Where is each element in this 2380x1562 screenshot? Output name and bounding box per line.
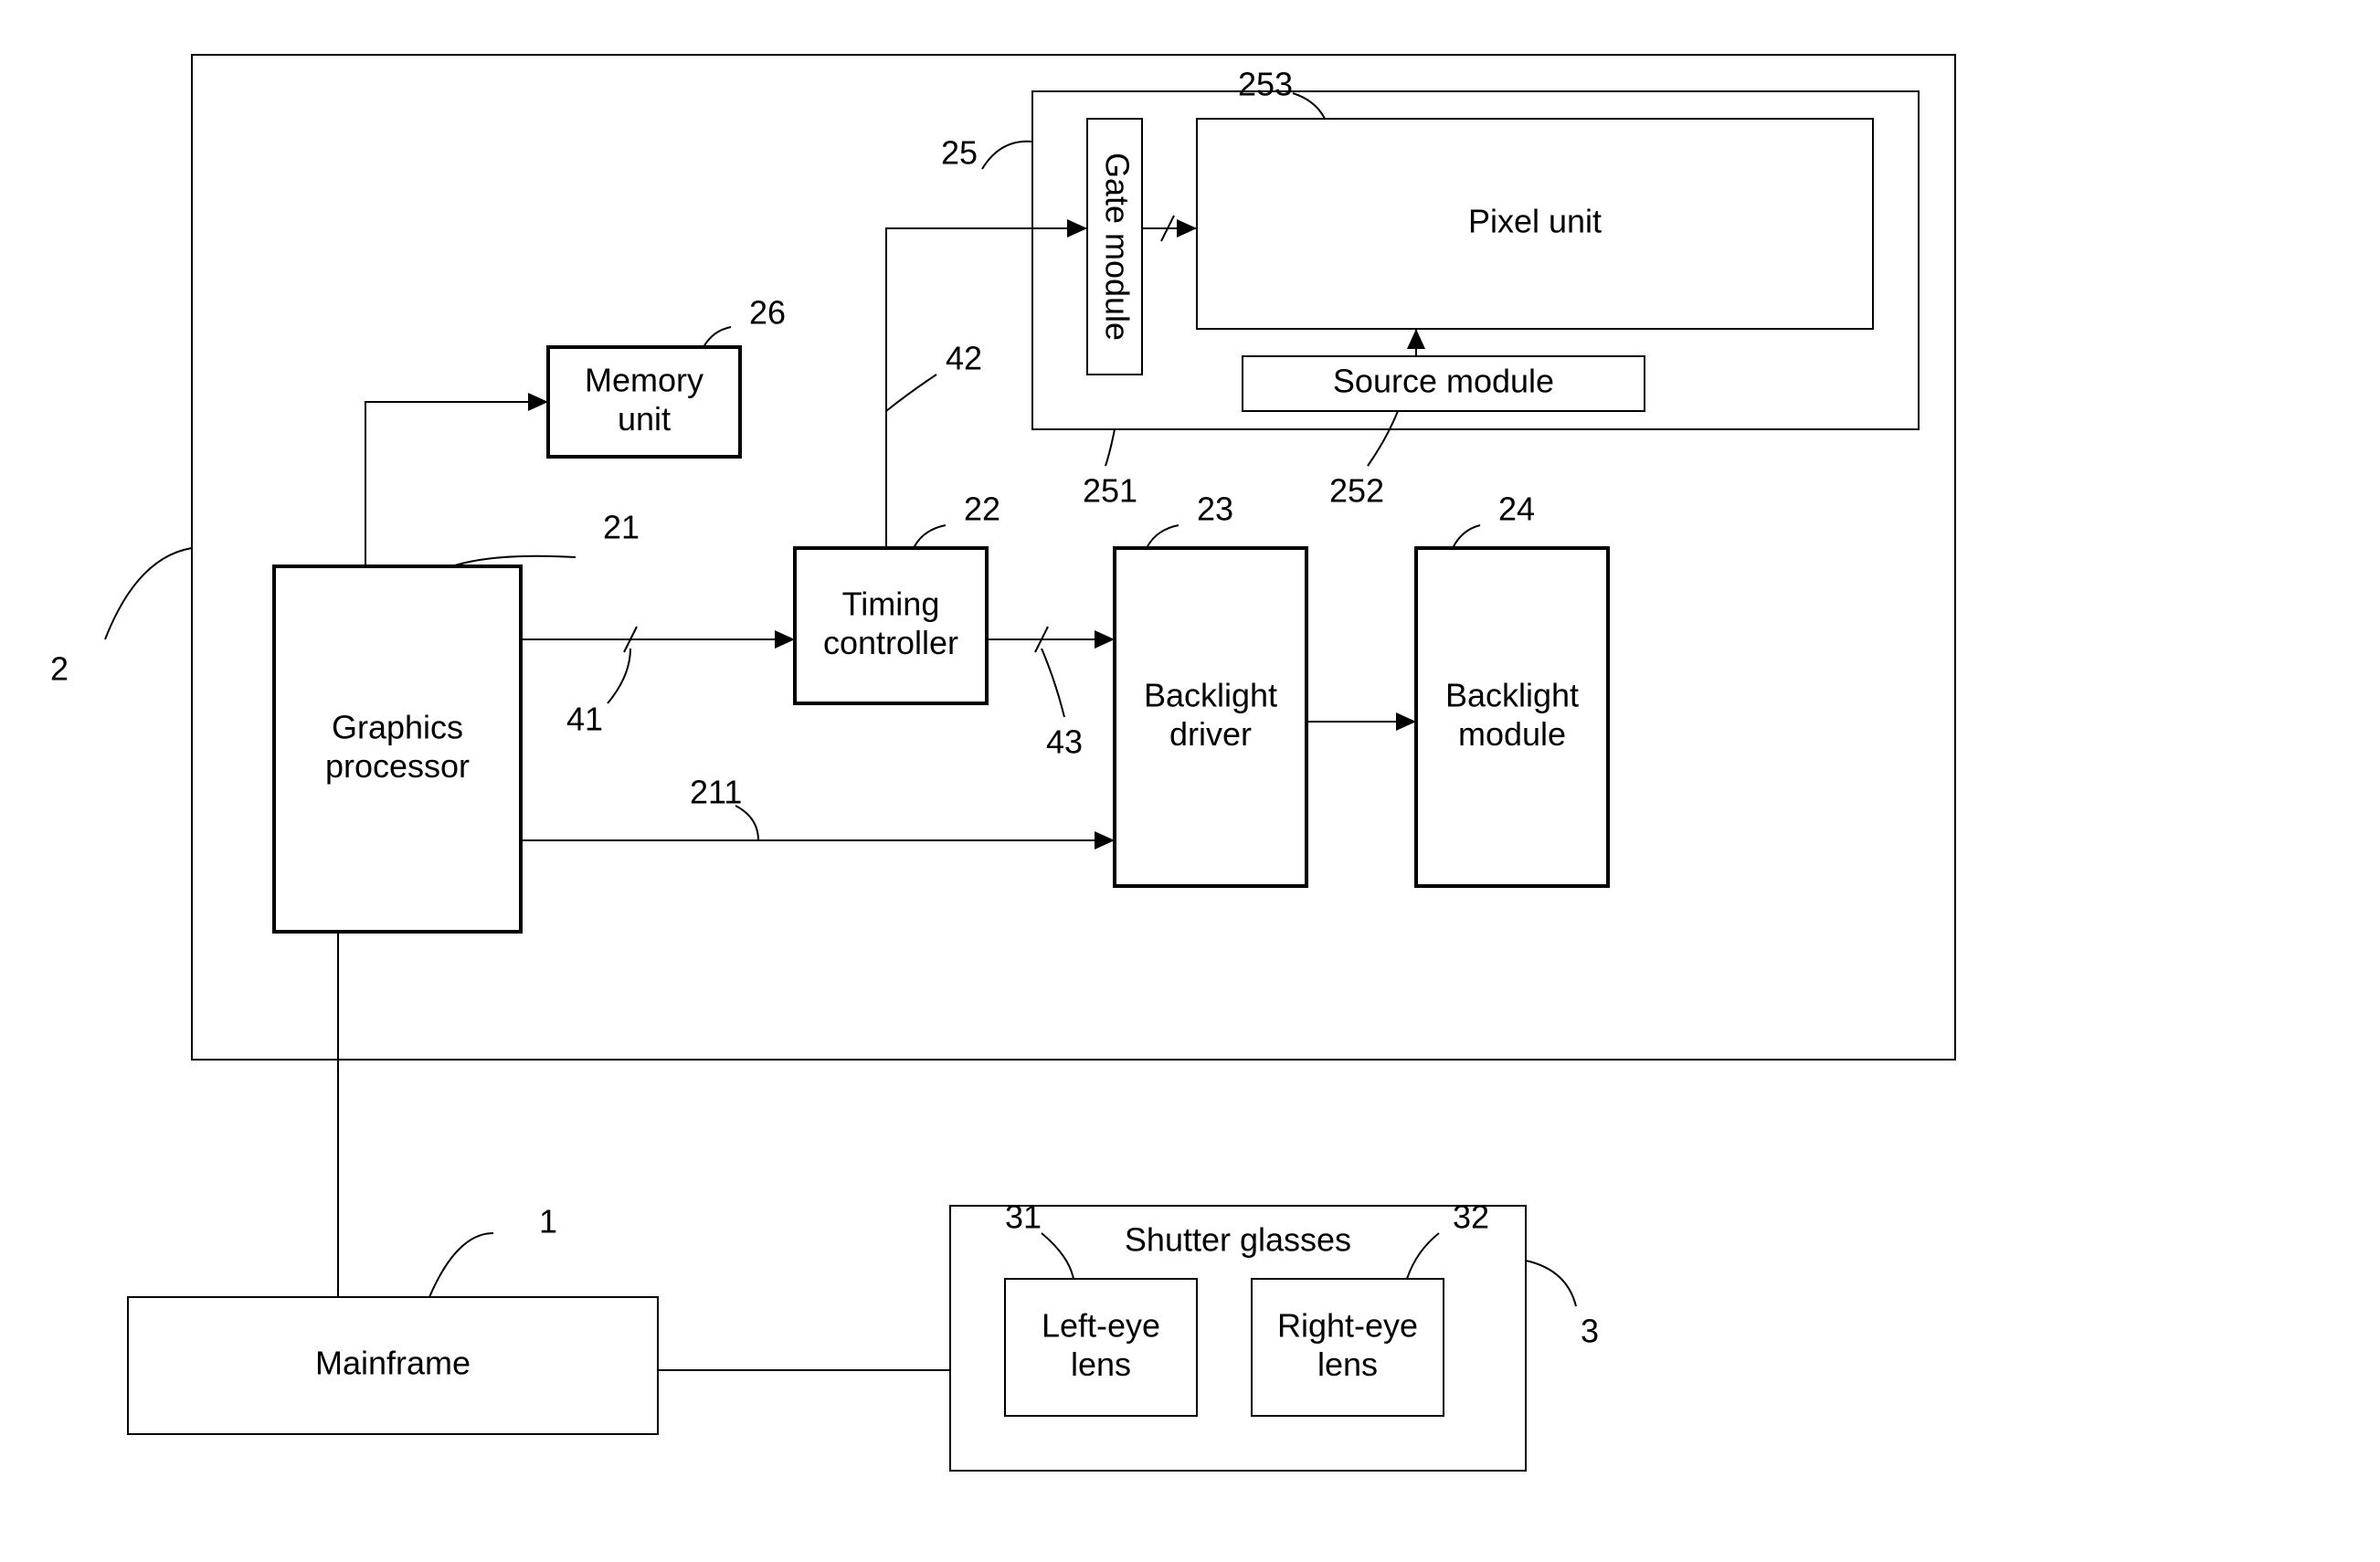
leader-r25: [982, 142, 1032, 169]
label-memory-1: unit: [618, 400, 671, 438]
leader-r211: [735, 806, 758, 840]
label-mainframe-0: Mainframe: [315, 1345, 471, 1382]
label-memory-0: Memory: [585, 361, 703, 398]
refnum-r24: 24: [1498, 491, 1535, 528]
leader-r3: [1526, 1261, 1576, 1306]
arrow-head: [1177, 219, 1197, 237]
refnum-r1: 1: [539, 1203, 557, 1240]
label-right_lens-1: lens: [1317, 1346, 1378, 1383]
leader-r251: [1105, 429, 1115, 466]
label-pixel_unit-0: Pixel unit: [1468, 203, 1602, 240]
refnum-r31: 31: [1005, 1198, 1042, 1236]
refnum-r251: 251: [1083, 472, 1137, 510]
leader-r32: [1407, 1233, 1439, 1279]
leader-r31: [1042, 1233, 1074, 1279]
label-backlight_driver-0: Backlight: [1144, 676, 1277, 713]
connector-gp_to_mem: [365, 402, 548, 566]
refnum-r26: 26: [749, 294, 786, 332]
label-left_lens-1: lens: [1071, 1346, 1131, 1383]
arrow-head: [1407, 329, 1425, 349]
label-backlight_module-1: module: [1458, 715, 1566, 753]
leader-r252: [1368, 411, 1398, 466]
refnum-r3: 3: [1581, 1313, 1599, 1350]
refnum-r22: 22: [964, 491, 1000, 528]
leader-r2: [105, 548, 192, 639]
refnum-r2: 2: [50, 650, 69, 688]
refnum-r23: 23: [1197, 491, 1233, 528]
label-backlight_module-0: Backlight: [1445, 676, 1579, 713]
leader-r41: [608, 649, 630, 703]
leader-r22: [914, 525, 946, 548]
arrow-head: [528, 393, 548, 411]
label-source_module-0: Source module: [1333, 363, 1554, 400]
arrow-head: [1396, 712, 1416, 731]
leader-r253: [1293, 93, 1325, 119]
refnum-r41: 41: [566, 701, 603, 738]
arrow-head: [775, 630, 795, 649]
refnum-r25: 25: [941, 134, 978, 172]
label-timing_ctrl-0: Timing: [842, 585, 940, 622]
leader-r26: [703, 327, 731, 347]
label-graphics_proc-0: Graphics: [332, 708, 463, 745]
refnum-r43: 43: [1046, 723, 1083, 761]
refnum-r211: 211: [690, 774, 742, 811]
label-timing_ctrl-1: controller: [823, 624, 958, 661]
refnum-r252: 252: [1329, 472, 1384, 510]
label-gate_module: Gate module: [1098, 153, 1136, 341]
arrow-head: [1095, 831, 1115, 850]
title-shutter_group: Shutter glasses: [1125, 1221, 1351, 1259]
label-right_lens-0: Right-eye: [1277, 1306, 1418, 1344]
arrow-head: [1067, 219, 1087, 237]
leader-r24: [1453, 525, 1480, 548]
leader-r43: [1042, 649, 1064, 717]
refnum-r21: 21: [603, 509, 640, 546]
refnum-r42: 42: [946, 340, 982, 377]
label-backlight_driver-1: driver: [1169, 715, 1252, 753]
refnum-r253: 253: [1238, 66, 1293, 103]
arrow-head: [1095, 630, 1115, 649]
leader-r42: [886, 375, 936, 411]
label-left_lens-0: Left-eye: [1042, 1306, 1160, 1344]
leader-r23: [1147, 525, 1179, 548]
label-graphics_proc-1: processor: [325, 747, 470, 785]
leader-r1: [429, 1233, 493, 1297]
refnum-r32: 32: [1453, 1198, 1489, 1236]
